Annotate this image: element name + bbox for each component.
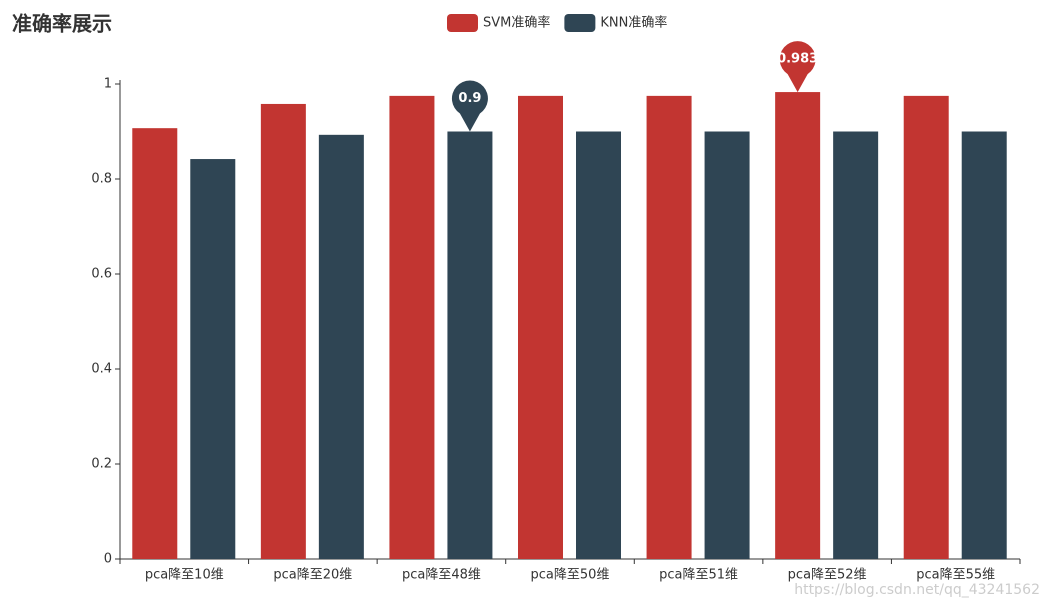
mark-pin [779, 41, 816, 93]
x-tick-label: pca降至51维 [659, 568, 738, 583]
bar [833, 131, 879, 559]
y-tick-label: 0.6 [91, 267, 112, 282]
y-tick-label: 0.2 [91, 457, 112, 472]
x-tick-label: pca降至55维 [916, 568, 995, 583]
y-tick-label: 1 [104, 77, 112, 92]
x-tick-label: pca降至50维 [531, 568, 610, 583]
bar [775, 92, 821, 559]
bar [318, 134, 364, 559]
y-tick-label: 0 [104, 552, 112, 567]
chart-title: 准确率展示 [12, 12, 112, 36]
bar [646, 95, 692, 559]
bar [260, 103, 306, 559]
bar [389, 95, 435, 559]
y-tick-label: 0.4 [91, 362, 112, 377]
legend: SVM准确率 KNN准确率 [447, 14, 667, 32]
legend-swatch [447, 14, 478, 32]
x-tick-label: pca降至52维 [788, 568, 867, 583]
x-tick-label: pca降至10维 [145, 568, 224, 583]
mark-label: 0.9 [458, 91, 481, 106]
mark-label: 0.983 [777, 52, 818, 67]
bar [447, 131, 493, 559]
x-tick-label: pca降至20维 [273, 568, 352, 583]
legend-label: KNN准确率 [600, 15, 667, 31]
y-tick-label: 0.8 [91, 172, 112, 187]
x-tick-label: pca降至48维 [402, 568, 481, 583]
legend-swatch [564, 14, 596, 32]
bar [518, 95, 563, 559]
bar [704, 131, 750, 559]
bar [903, 95, 949, 559]
legend-label: SVM准确率 [483, 15, 550, 31]
bar [190, 159, 236, 560]
bar [961, 131, 1007, 559]
mark-pin [451, 80, 488, 132]
bar [576, 131, 621, 559]
bar [132, 128, 178, 560]
watermark: https://blog.csdn.net/qq_43241562 [794, 582, 1040, 598]
